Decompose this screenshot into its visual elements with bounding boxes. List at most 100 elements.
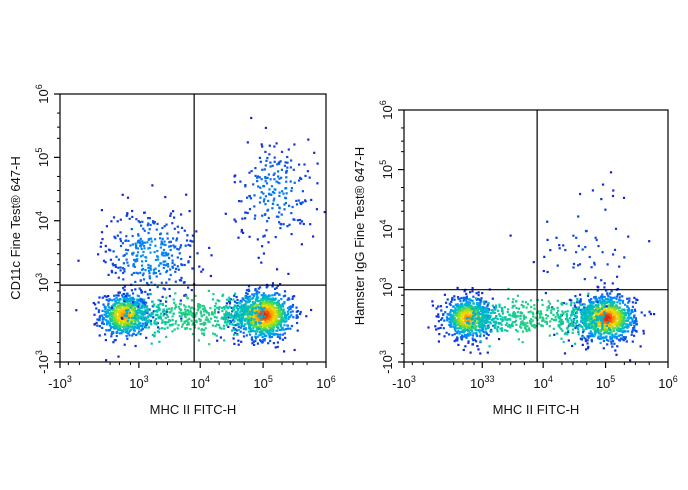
event-dot [101,238,104,241]
event-dot [237,236,240,239]
event-dot [252,303,255,306]
event-dot [267,320,270,323]
event-dot [113,235,116,238]
event-dot [581,313,584,316]
event-dot [245,317,248,320]
event-dot [240,300,243,303]
event-dot [567,339,570,342]
event-dot [165,223,168,226]
event-dot [275,286,278,289]
event-dot [290,233,293,236]
event-dot [468,316,471,320]
event-dot [234,317,237,320]
event-dot [123,293,126,296]
event-dot [262,185,266,188]
event-dot [258,291,261,294]
event-dot [232,324,235,327]
event-dot [242,327,245,331]
event-dot [127,300,130,303]
event-dot [253,293,256,296]
event-dot [511,305,514,308]
event-dot [125,235,128,238]
event-dot [123,270,126,273]
event-dot [266,220,269,223]
event-dot [439,305,443,308]
event-dot [178,252,181,255]
event-dot [105,225,108,228]
event-dot [255,305,259,308]
event-dot [248,300,251,303]
event-dot [246,211,249,215]
event-dot [275,303,278,306]
event-dot [117,355,120,358]
event-dot [471,287,474,290]
event-dot [278,211,281,214]
event-dot [545,317,548,320]
event-dot [99,245,102,248]
event-dot [278,323,281,326]
event-dot [486,303,490,306]
event-dot [185,193,188,196]
event-dot [464,310,467,313]
event-dot [571,322,574,325]
event-dot [252,304,255,308]
event-dot [280,305,283,308]
event-dot [229,298,232,301]
event-dot [277,175,280,178]
event-dot [279,304,282,307]
event-dot [266,176,269,179]
event-dot [446,317,449,320]
event-dot [624,330,627,333]
event-dot [525,329,528,333]
event-dot [198,265,201,268]
event-dot [473,318,476,321]
event-dot [258,176,261,179]
event-dot [290,314,293,317]
event-dot [136,323,139,326]
event-dot [463,328,467,331]
event-dot [184,327,187,331]
event-dot [453,320,456,324]
event-dot [175,239,178,242]
event-dot [501,312,504,315]
event-dot [296,310,299,313]
event-dot [122,262,125,265]
event-dot [516,330,519,333]
event-dot [630,309,634,312]
event-dot [111,326,114,329]
event-dot [125,311,128,315]
event-dot [176,265,179,268]
event-dot [296,314,299,317]
event-dot [499,327,502,330]
event-dot [148,293,151,296]
event-dot [296,329,299,332]
event-dot [163,225,166,228]
event-dot [164,196,167,199]
event-dot [162,251,165,254]
event-dot [254,306,257,309]
event-dot [268,330,271,333]
event-dot [278,221,281,224]
event-dot [582,317,585,320]
event-dot [597,322,600,325]
event-dot [462,296,465,299]
event-dot [543,255,546,258]
event-dot [111,262,114,265]
event-dot [616,345,619,348]
event-dot [243,309,246,312]
event-dot [136,259,139,262]
event-dot [272,328,275,331]
event-dot [477,325,480,328]
event-dot [275,333,278,336]
event-dot [196,309,199,312]
event-dot [491,304,494,307]
event-dot [241,297,244,300]
event-dot [273,145,276,148]
event-dot [282,223,285,226]
event-dot [316,182,319,185]
event-dot [483,306,486,309]
event-dot [456,286,459,289]
event-dot [238,305,241,308]
event-dot [485,311,488,314]
event-dot [166,315,169,318]
